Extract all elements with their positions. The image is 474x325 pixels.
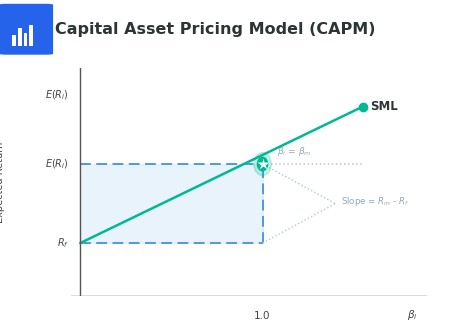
FancyBboxPatch shape [12,35,16,46]
FancyBboxPatch shape [29,25,33,46]
Text: $R_f$: $R_f$ [57,236,69,250]
Text: $\beta_i$ = $\beta_m$: $\beta_i$ = $\beta_m$ [277,145,311,158]
Text: SML: SML [370,100,398,113]
Circle shape [254,152,271,176]
Text: $\beta_i$: $\beta_i$ [407,308,418,322]
FancyBboxPatch shape [18,28,22,46]
FancyBboxPatch shape [0,4,53,55]
Text: $E(R_i)$: $E(R_i)$ [46,89,69,102]
Text: 1.0: 1.0 [254,311,271,321]
FancyBboxPatch shape [24,33,27,46]
Text: Capital Asset Pricing Model (CAPM): Capital Asset Pricing Model (CAPM) [55,22,375,37]
Circle shape [257,157,268,171]
Text: Slope = $R_m$ - $R_f$: Slope = $R_m$ - $R_f$ [341,195,409,208]
Text: $E(R_i)$: $E(R_i)$ [46,157,69,171]
Text: Expected Return: Expected Return [0,141,5,223]
